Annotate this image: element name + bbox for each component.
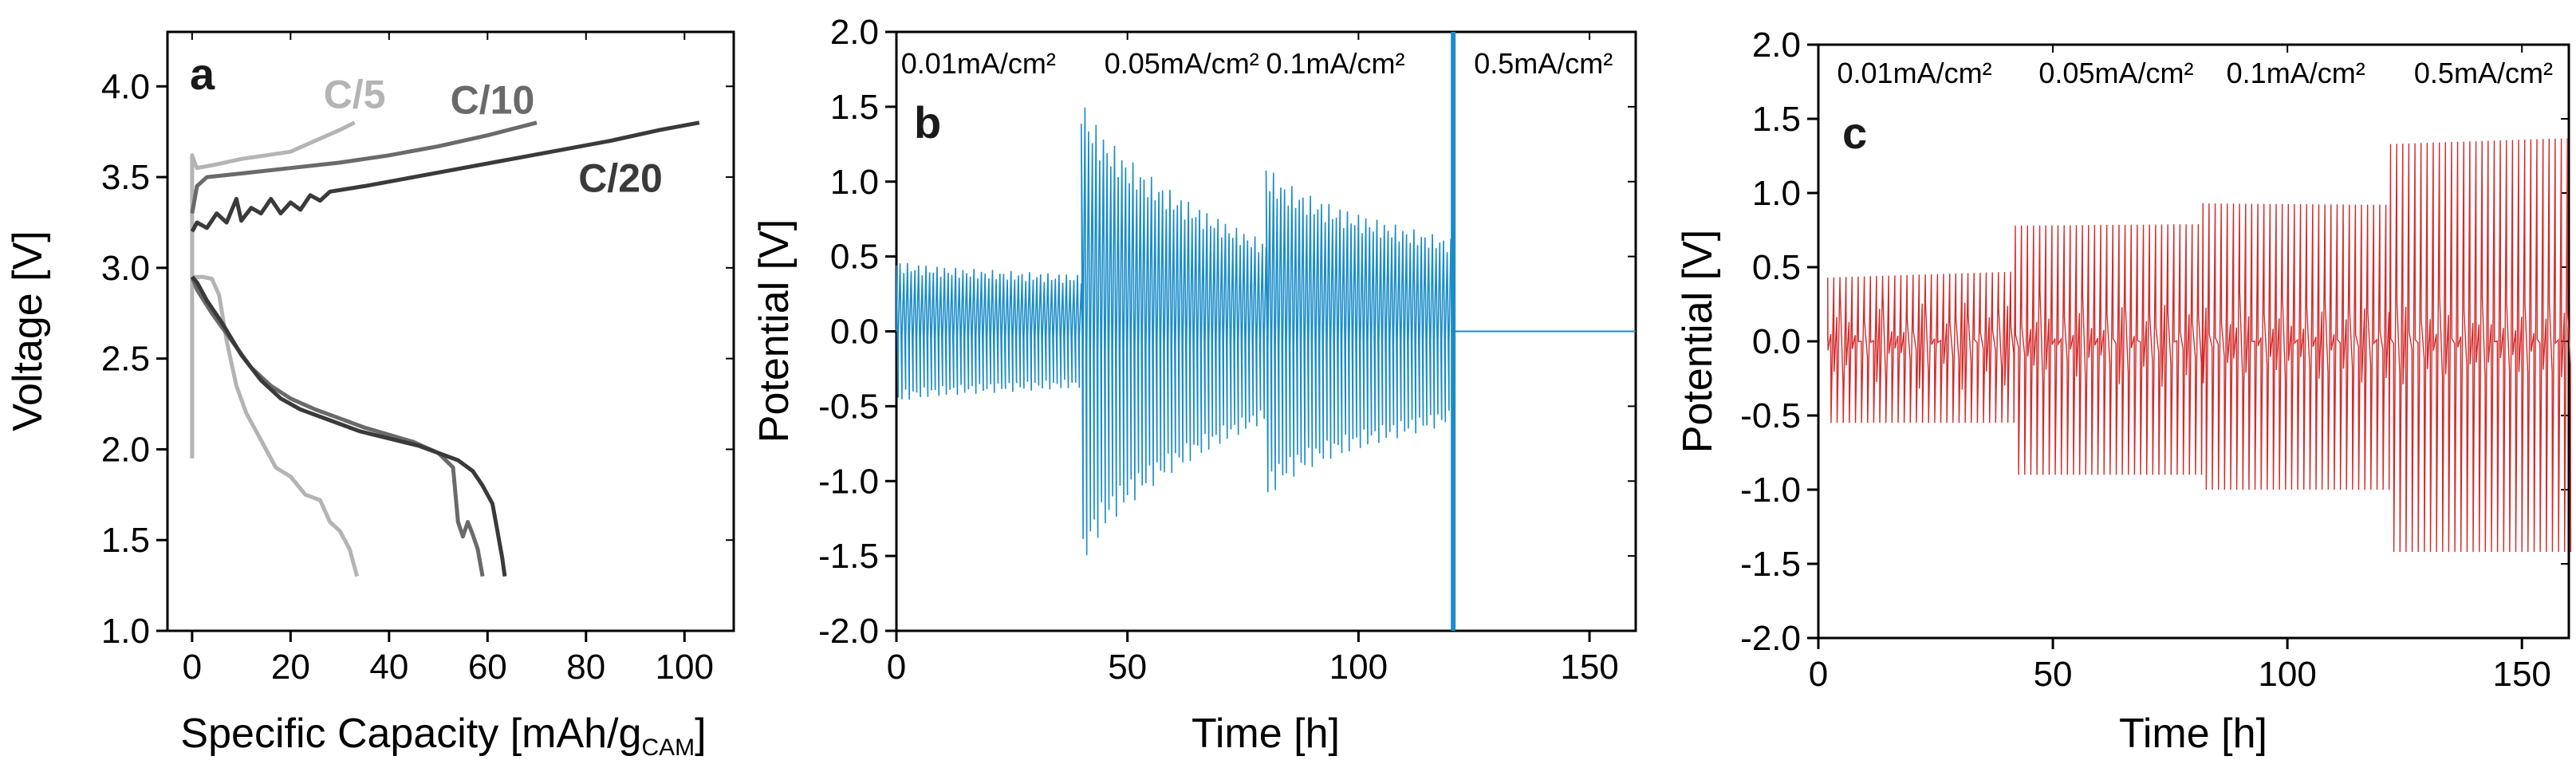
x-tick-label-b-0: 0 (887, 648, 906, 687)
rate-label-C-10: C/10 (451, 77, 535, 122)
current-density-label-b-3: 0.5mA/cm² (1474, 47, 1613, 80)
series-C-10-curve-0 (190, 120, 538, 215)
current-density-label-b-2: 0.1mA/cm² (1266, 47, 1405, 80)
y-tick-label-c-1: -1.5 (1740, 545, 1801, 584)
x-axis-title-c: Time [h] (2119, 711, 2267, 757)
y-tick-label-b-7: 1.5 (830, 88, 879, 127)
x-tick-label-c-0: 0 (1809, 655, 1828, 694)
current-density-label-c-0: 0.01mA/cm² (1837, 57, 1992, 89)
current-density-label-b-1: 0.05mA/cm² (1105, 47, 1259, 80)
x-tick-label-b-3: 150 (1560, 648, 1618, 687)
series-C-20-curve-0 (190, 120, 700, 233)
series-C-5-curve-1 (191, 274, 360, 577)
rate-label-C-5: C/5 (324, 73, 386, 117)
x-tick-label-a-2: 40 (369, 648, 408, 687)
y-tick-label-c-2: -1.0 (1740, 471, 1801, 510)
x-tick-label-b-1: 50 (1108, 648, 1147, 687)
x-tick-label-a-4: 80 (566, 648, 605, 687)
y-tick-label-a-4: 3.0 (101, 249, 150, 288)
y-axis-title-c: Potential [V] (1675, 230, 1721, 453)
series-C-20-curve-1 (191, 275, 507, 577)
y-tick-label-b-1: -1.5 (818, 537, 879, 576)
x-tick-label-a-5: 100 (656, 648, 714, 687)
potential-trace-b (896, 107, 1454, 556)
x-tick-label-a-3: 60 (468, 648, 507, 687)
y-tick-label-c-0: -2.0 (1740, 619, 1801, 658)
rate-label-C-20: C/20 (578, 156, 663, 200)
x-axis-title-a-main: Specific Capacity [mAh/g (180, 711, 641, 757)
x-tick-label-c-1: 50 (2034, 655, 2073, 694)
y-tick-label-a-2: 2.0 (101, 430, 150, 469)
y-tick-label-b-4: 0.0 (830, 313, 879, 352)
current-density-label-b-0: 0.01mA/cm² (901, 47, 1056, 80)
y-axis-title-b: Potential [V] (751, 219, 798, 443)
x-tick-label-a-0: 0 (183, 648, 202, 687)
y-tick-label-b-3: -0.5 (818, 387, 879, 426)
y-tick-label-a-3: 2.5 (101, 340, 150, 379)
current-density-label-c-1: 0.05mA/cm² (2038, 57, 2193, 89)
y-tick-label-a-1: 1.5 (101, 521, 150, 560)
y-tick-label-c-3: -0.5 (1740, 396, 1801, 435)
x-axis-title-a-close: ] (695, 711, 706, 757)
y-tick-label-c-6: 1.0 (1752, 174, 1801, 213)
plot-frame-a (166, 30, 735, 632)
x-axis-title-a: Specific Capacity [mAh/gCAM] (180, 711, 706, 761)
x-axis-title-b: Time [h] (1191, 711, 1340, 757)
potential-trace-c (1827, 138, 2572, 553)
panel-c: 0 50 100 150 -2.0 -1.5 -1.0 -0.5 0.0 0.5 1.0 1.5 2.0… (1675, 26, 2572, 757)
series-C-10-curve-1 (190, 276, 485, 577)
panel-letter-a: a (190, 49, 215, 99)
panel-a: 0 20 40 60 80 100 1.0 1.5 2.0 2.5 3.0 3.5 4.0 C/5 C/1… (5, 30, 735, 761)
x-tick-label-c-2: 100 (2258, 655, 2316, 694)
y-tick-label-b-5: 0.5 (830, 238, 879, 277)
y-tick-label-c-7: 1.5 (1752, 100, 1801, 139)
x-tick-label-c-3: 150 (2492, 655, 2550, 694)
panel-letter-c: c (1842, 108, 1867, 158)
x-tick-label-b-2: 100 (1329, 648, 1388, 687)
x-tick-label-a-1: 20 (271, 648, 310, 687)
x-axis-title-a-sub: CAM (641, 734, 695, 761)
y-tick-label-b-2: -1.0 (818, 462, 879, 501)
y-tick-label-c-8: 2.0 (1752, 26, 1801, 65)
current-density-label-c-3: 0.5mA/cm² (2414, 57, 2553, 89)
y-tick-label-a-0: 1.0 (101, 612, 150, 651)
panel-letter-b: b (914, 97, 941, 148)
y-tick-label-b-6: 1.0 (830, 163, 879, 202)
y-tick-label-c-4: 0.0 (1752, 322, 1801, 361)
y-tick-label-b-0: -2.0 (818, 612, 879, 651)
y-tick-label-b-8: 2.0 (830, 13, 879, 52)
y-tick-label-a-6: 4.0 (101, 67, 150, 106)
y-tick-label-a-5: 3.5 (101, 158, 150, 197)
current-density-label-c-2: 0.1mA/cm² (2227, 57, 2365, 89)
y-tick-label-c-5: 0.5 (1752, 248, 1801, 287)
panel-b: 0 50 100 150 -2.0 -1.5 -1.0 -0.5 0.0 0.5 1.0 1.5 2.0… (751, 13, 1637, 757)
series-C-5-curve-0 (190, 120, 356, 459)
y-axis-title-a: Voltage [V] (5, 230, 51, 431)
